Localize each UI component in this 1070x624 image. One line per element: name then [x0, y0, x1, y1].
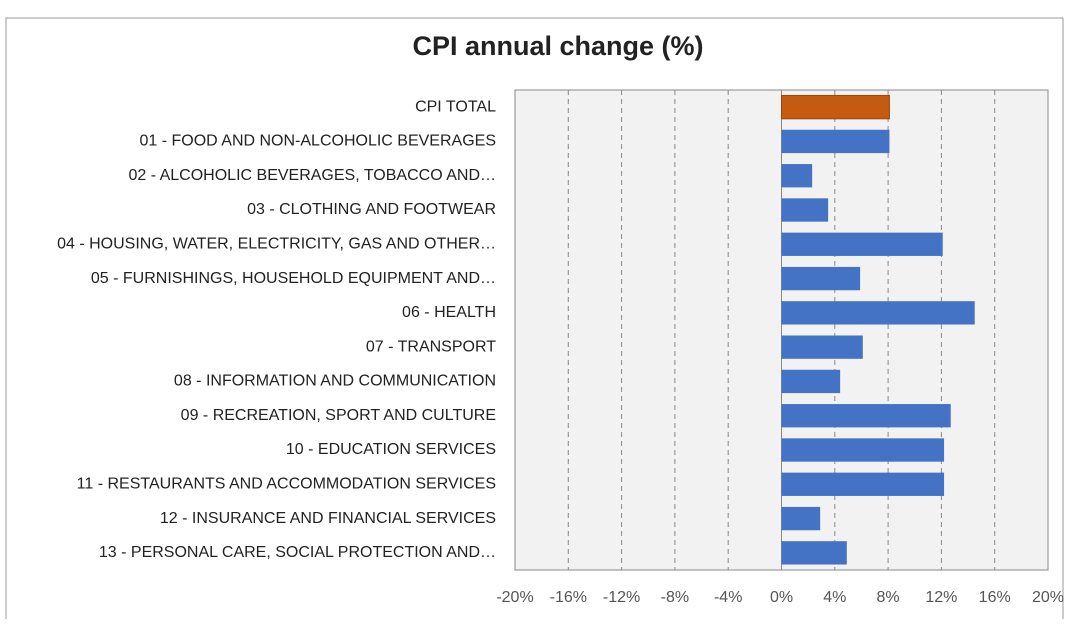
y-tick-label: 08 - INFORMATION AND COMMUNICATION: [174, 373, 496, 390]
y-tick-label: 07 - TRANSPORT: [366, 338, 496, 355]
bar: [781, 129, 890, 154]
bar: [781, 404, 951, 428]
bar: [781, 369, 841, 394]
bar: [781, 335, 863, 359]
bar: [781, 438, 945, 462]
bar: [781, 94, 890, 120]
chart-title: CPI annual change (%): [412, 31, 703, 61]
x-tick-label: 16%: [979, 589, 1011, 606]
x-tick-label: 8%: [877, 589, 900, 606]
x-tick-label: -16%: [550, 589, 587, 606]
y-tick-label: 04 - HOUSING, WATER, ELECTRICITY, GAS AN…: [57, 236, 496, 253]
y-tick-label: 10 - EDUCATION SERVICES: [286, 441, 496, 458]
x-tick-label: 4%: [823, 589, 846, 606]
y-tick-label: CPI TOTAL: [415, 98, 496, 115]
y-tick-label: 01 - FOOD AND NON-ALCOHOLIC BEVERAGES: [139, 133, 496, 150]
bar: [781, 198, 829, 222]
y-tick-label: 06 - HEALTH: [402, 304, 496, 321]
bar: [781, 301, 975, 325]
y-tick-label: 03 - CLOTHING AND FOOTWEAR: [247, 201, 496, 218]
y-tick-label: 11 - RESTAURANTS AND ACCOMMODATION SERVI…: [77, 476, 496, 493]
y-tick-label: 13 - PERSONAL CARE, SOCIAL PROTECTION AN…: [99, 544, 496, 561]
bar: [781, 164, 813, 188]
x-tick-label: -20%: [496, 589, 533, 606]
x-tick-label: -4%: [714, 589, 742, 606]
y-tick-label: 09 - RECREATION, SPORT AND CULTURE: [181, 407, 496, 424]
x-tick-label: -8%: [661, 589, 689, 606]
bar: [781, 232, 943, 256]
bar: [781, 541, 847, 565]
bar: [781, 506, 821, 531]
y-tick-label: 12 - INSURANCE AND FINANCIAL SERVICES: [160, 510, 496, 527]
x-tick-label: -12%: [603, 589, 640, 606]
bar: [781, 266, 861, 291]
bar: [781, 472, 945, 496]
x-tick-label: 0%: [770, 589, 793, 606]
x-tick-label: 12%: [925, 589, 957, 606]
y-tick-label: 02 - ALCOHOLIC BEVERAGES, TOBACCO AND…: [128, 167, 496, 184]
x-tick-label: 20%: [1032, 589, 1064, 606]
y-tick-label: 05 - FURNISHINGS, HOUSEHOLD EQUIPMENT AN…: [91, 270, 496, 287]
